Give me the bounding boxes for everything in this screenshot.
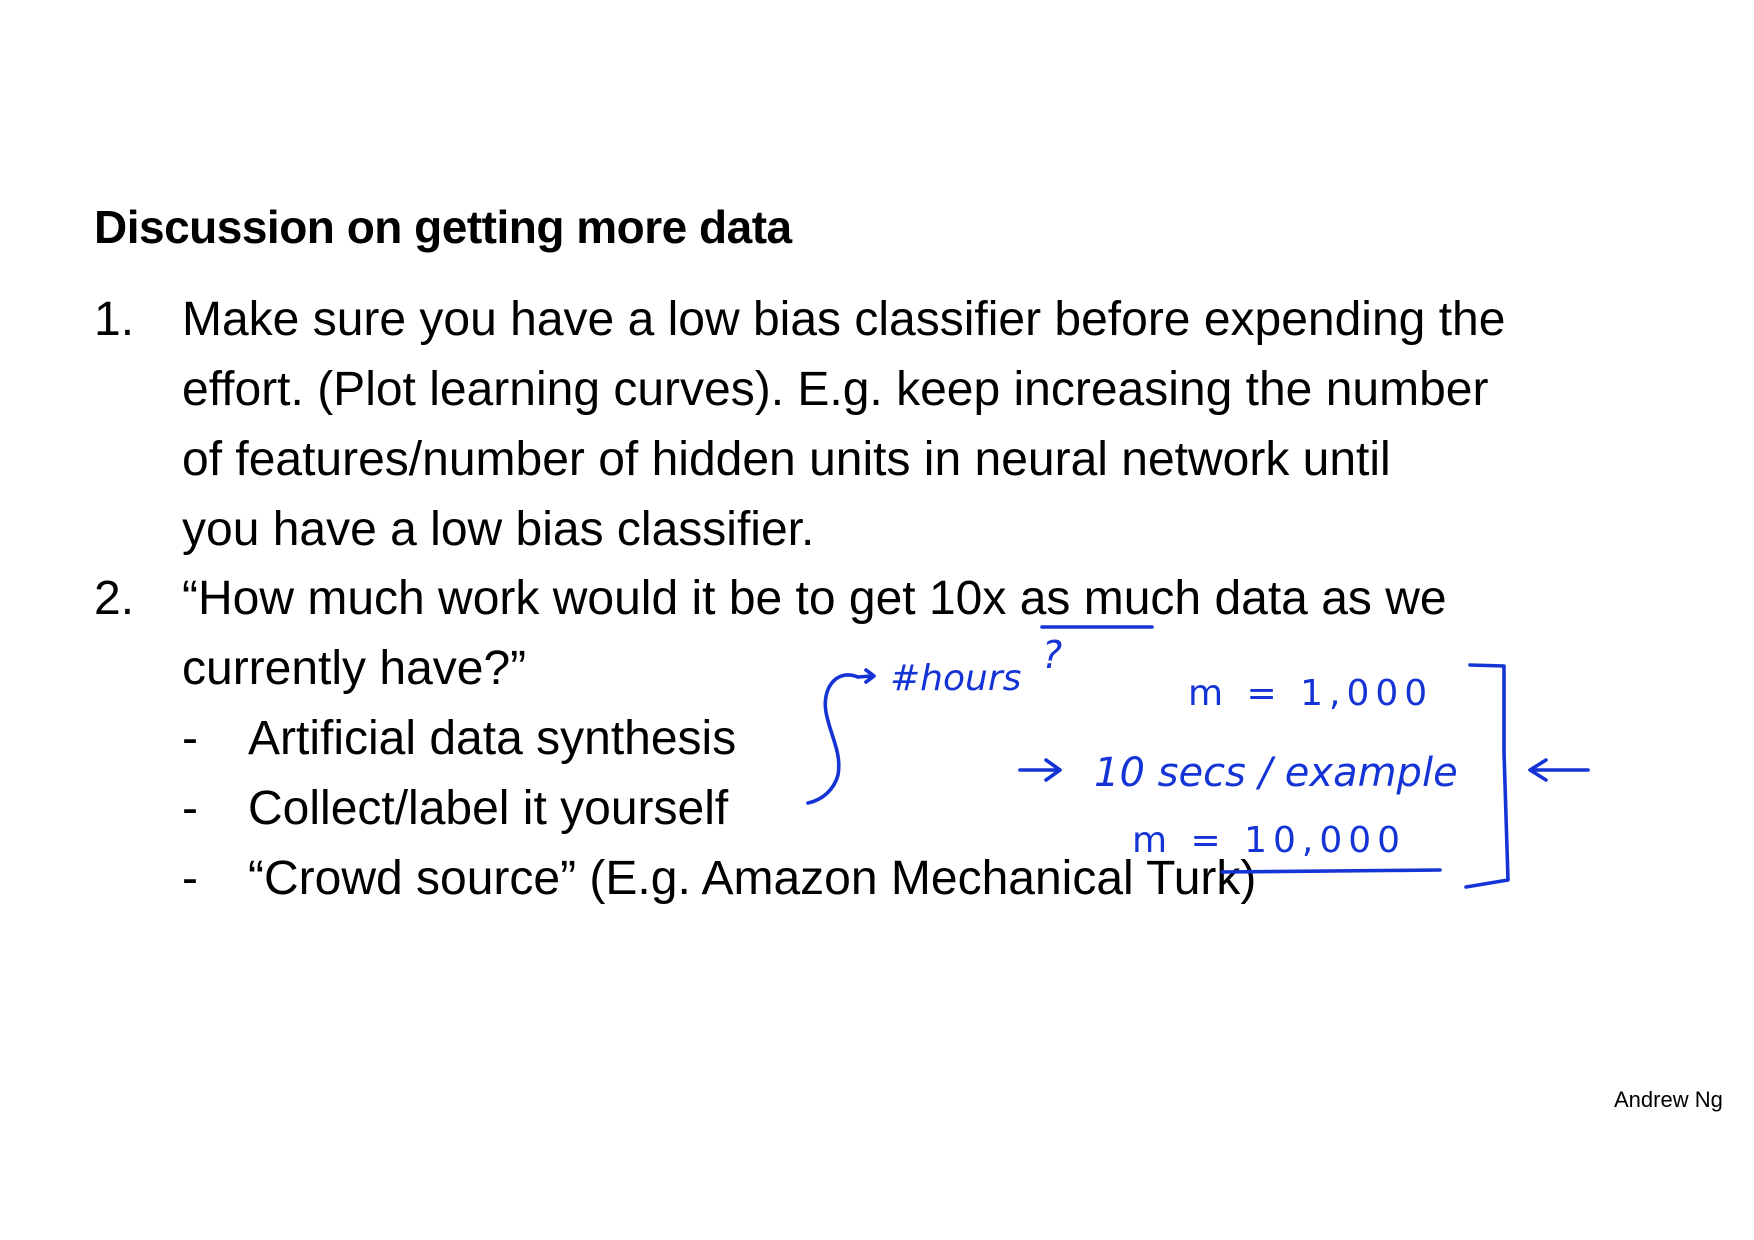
text-line: currently have?” <box>182 642 527 695</box>
list-number: 1. <box>94 293 135 346</box>
arrow-left <box>1528 758 1590 782</box>
text-line: “How much work would it be to get 10x as… <box>182 572 1447 625</box>
list-number: 2. <box>94 572 135 625</box>
text-line: effort. (Plot learning curves). E.g. kee… <box>182 363 1489 416</box>
list-item-body: “How much work would it be to get 10x as… <box>182 564 1754 704</box>
sub-bullet: - <box>182 712 198 765</box>
list-item-body: Make sure you have a low bias classifier… <box>182 285 1754 565</box>
sub-item-text: Collect/label it yourself <box>248 782 729 835</box>
annotation-rate: 10 secs / example <box>1094 750 1458 796</box>
slide-title: Discussion on getting more data <box>94 201 792 253</box>
text-line: you have a low bias classifier. <box>182 503 815 556</box>
arrow-to-rate <box>1018 758 1062 782</box>
author-footer: Andrew Ng <box>1614 1087 1723 1112</box>
sub-bullet: - <box>182 782 198 835</box>
sub-item-text: “Crowd source” (E.g. Amazon Mechanical T… <box>248 852 1257 905</box>
sub-bullet: - <box>182 852 198 905</box>
text-line: of features/number of hidden units in ne… <box>182 433 1391 486</box>
text-line: Make sure you have a low bias classifier… <box>182 293 1506 346</box>
sub-item-text: Artificial data synthesis <box>248 712 737 765</box>
